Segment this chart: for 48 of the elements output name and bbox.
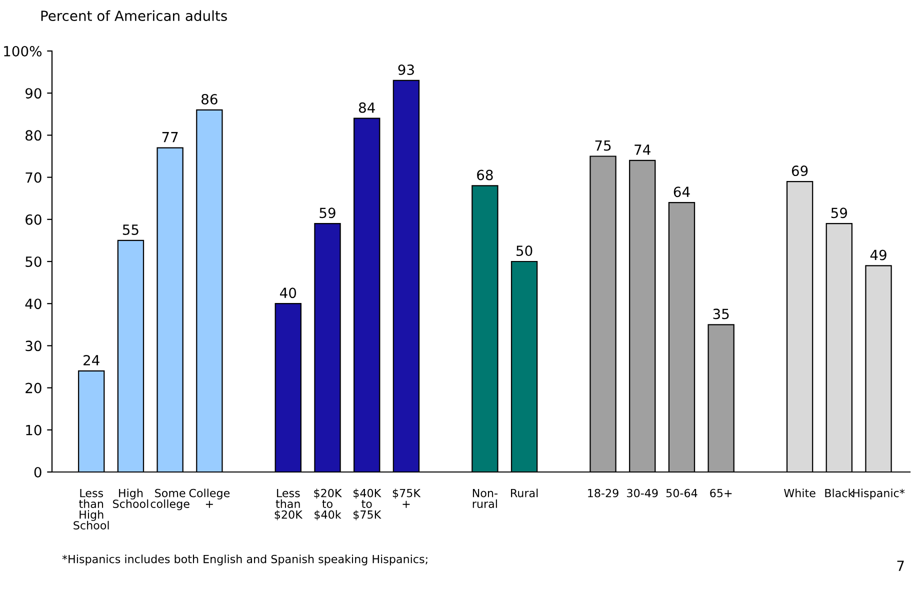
x-tick-label: 50-64	[666, 488, 698, 498]
y-tick-label: 10	[26, 424, 42, 436]
x-tick-label: 30-49	[627, 488, 658, 498]
x-tick-label: Rural	[511, 488, 538, 498]
data-label: 74	[634, 144, 650, 155]
x-tick-label: Less than High School	[74, 489, 109, 530]
y-tick-label: 50	[26, 256, 42, 267]
x-tick-label: $20K to $40k	[314, 488, 342, 520]
x-tick-label: White	[784, 488, 816, 498]
data-label: 93	[398, 64, 414, 75]
data-label: 75	[595, 140, 611, 151]
x-tick-label: Less than $20K	[274, 489, 303, 520]
data-label: 64	[674, 186, 690, 198]
y-tick-label: 90	[25, 88, 42, 99]
x-tick-label: College +	[189, 488, 230, 508]
x-tick-label: $40K to $75K	[354, 488, 382, 520]
data-label: 59	[320, 208, 336, 218]
x-tick-label: Non- rural	[472, 489, 498, 508]
y-tick-label: 80	[26, 130, 42, 141]
y-tick-label: 60	[26, 214, 42, 225]
data-label: 68	[477, 170, 493, 180]
data-label: 84	[358, 102, 375, 113]
y-axis-title: Percent of American adults	[41, 10, 227, 22]
data-label: 50	[516, 246, 532, 256]
data-label: 24	[84, 354, 100, 366]
y-tick-label: 30	[26, 340, 42, 352]
x-tick-label: Hispanic*	[853, 488, 905, 500]
data-label: 35	[713, 308, 729, 320]
x-tick-label: 65+	[710, 488, 732, 498]
x-tick-label: $75K +	[392, 488, 421, 508]
data-label: 49	[870, 250, 886, 260]
y-tick-label: 40	[25, 298, 42, 310]
text: 7	[897, 560, 904, 571]
data-label: 77	[162, 132, 178, 142]
data-label: 55	[122, 224, 138, 235]
text: *Hispanics includes both English and Spanish speaking Hispanics;	[62, 554, 428, 566]
x-tick-label: Some college	[150, 488, 190, 510]
y-tick-label: 0	[34, 466, 42, 478]
data-label: 40	[280, 288, 296, 298]
x-tick-label: 18-29	[588, 488, 618, 498]
x-tick-label: High School	[113, 488, 148, 508]
y-tick-label: 100%	[4, 46, 42, 56]
data-label: 86	[202, 94, 218, 104]
x-tick-label: Black	[825, 488, 854, 498]
data-label: 69	[792, 166, 808, 176]
data-label: 59	[831, 208, 848, 218]
y-tick-label: 20	[26, 382, 42, 394]
y-tick-label: 70	[26, 172, 42, 183]
